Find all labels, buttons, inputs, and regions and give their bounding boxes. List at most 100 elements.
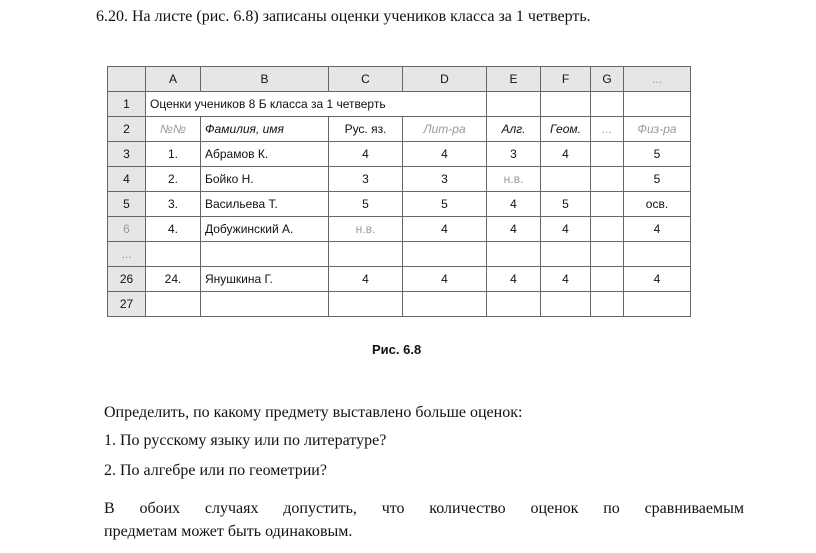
column-header: B (200, 66, 329, 92)
cell (590, 266, 624, 292)
cell (486, 291, 541, 317)
header-cell: №№ (145, 116, 201, 142)
table-row: 2 №№ Фамилия, имя Рус. яз. Лит-ра Алг. Геом...… (107, 116, 691, 142)
row-number: 27 (107, 291, 146, 317)
cell: Абрамов К. (200, 141, 329, 167)
cell: 5 (402, 191, 487, 217)
table-row: 27 (107, 291, 691, 317)
row-number: 6 (107, 216, 146, 242)
table-row: 3 1. Абрамов К. 4 4 3 4 5 (107, 141, 691, 167)
cell: 24. (145, 266, 201, 292)
header-cell: Рус. яз. (328, 116, 403, 142)
cell (200, 291, 329, 317)
cell: 4 (540, 141, 591, 167)
column-header: ... (623, 66, 691, 92)
cell: 3 (402, 166, 487, 192)
cell: Бойко Н. (200, 166, 329, 192)
row-number: ... (107, 241, 146, 267)
header-cell: Геом. (540, 116, 591, 142)
cell: Янушкина Г. (200, 266, 329, 292)
column-header: C (328, 66, 403, 92)
cell: 4 (486, 266, 541, 292)
cell (540, 291, 591, 317)
cell: 4 (623, 266, 691, 292)
cell (145, 241, 201, 267)
cell: н.в. (486, 166, 541, 192)
column-header: D (402, 66, 487, 92)
cell (590, 216, 624, 242)
header-cell: Физ-ра (623, 116, 691, 142)
cell (145, 291, 201, 317)
cell (486, 91, 541, 117)
cell (328, 241, 403, 267)
table-row: 26 24. Янушкина Г. 4 4 4 4 4 (107, 266, 691, 292)
cell: 1. (145, 141, 201, 167)
cell (590, 191, 624, 217)
spreadsheet-figure: A B C D E F G... 1 Оценки учеников 8 Б класса за… (107, 66, 691, 317)
question: Определить, по какому предмету выставлен… (104, 404, 523, 421)
cell (623, 91, 691, 117)
cell (590, 91, 624, 117)
cell: 4 (328, 266, 403, 292)
column-header-row: A B C D E F G... (107, 66, 691, 92)
row-number: 5 (107, 191, 146, 217)
row-number: 26 (107, 266, 146, 292)
cell: 4 (486, 191, 541, 217)
table-row: 5 3. Васильева Т. 5 5 4 5 осв. (107, 191, 691, 217)
table-row: 6 4. Добужинский А. н.в. 4 4 4 4 (107, 216, 691, 242)
cell: 4 (402, 141, 487, 167)
row-number: 3 (107, 141, 146, 167)
cell: 5 (328, 191, 403, 217)
note: В обоих случаях допустить, что количеств… (104, 500, 744, 517)
cell: 4 (540, 266, 591, 292)
cell: 3 (328, 166, 403, 192)
sheet-title-cell: Оценки учеников 8 Б класса за 1 четверть (145, 91, 487, 117)
cell: 4. (145, 216, 201, 242)
cell (540, 166, 591, 192)
cell: Васильева Т. (200, 191, 329, 217)
row-number: 1 (107, 91, 146, 117)
cell (590, 166, 624, 192)
cell (590, 241, 624, 267)
cell: н.в. (328, 216, 403, 242)
cell: 4 (328, 141, 403, 167)
cell (402, 241, 487, 267)
column-header: A (145, 66, 201, 92)
header-cell: Алг. (486, 116, 541, 142)
question-item: 2. По алгебре или по геометрии? (104, 462, 327, 479)
column-header: F (540, 66, 591, 92)
figure-caption: Рис. 6.8 (372, 342, 422, 357)
cell (540, 91, 591, 117)
cell (623, 241, 691, 267)
cell (486, 241, 541, 267)
table-row: ... (107, 241, 691, 267)
cell: 4 (540, 216, 591, 242)
header-cell: Лит-ра (402, 116, 487, 142)
cell: 5 (540, 191, 591, 217)
row-number: 4 (107, 166, 146, 192)
cell (590, 141, 624, 167)
cell: Добужинский А. (200, 216, 329, 242)
header-cell: ... (590, 116, 624, 142)
question-item: 1. По русскому языку или по литературе? (104, 432, 387, 449)
cell: 2. (145, 166, 201, 192)
cell: 4 (623, 216, 691, 242)
cell (540, 241, 591, 267)
header-cell: Фамилия, имя (200, 116, 329, 142)
cell: 4 (402, 216, 487, 242)
cell (200, 241, 329, 267)
cell: 4 (402, 266, 487, 292)
row-number: 2 (107, 116, 146, 142)
cell: осв. (623, 191, 691, 217)
table-row: 4 2. Бойко Н. 3 3 н.в. 5 (107, 166, 691, 192)
cell: 4 (486, 216, 541, 242)
table-row: 1 Оценки учеников 8 Б класса за 1 четверт… (107, 91, 691, 117)
column-header: G (590, 66, 624, 92)
cell: 3. (145, 191, 201, 217)
cell (623, 291, 691, 317)
cell: 5 (623, 141, 691, 167)
cell (402, 291, 487, 317)
problem-title: 6.20. На листе (рис. 6.8) записаны оценк… (96, 8, 591, 25)
cell (590, 291, 624, 317)
column-header (107, 66, 146, 92)
